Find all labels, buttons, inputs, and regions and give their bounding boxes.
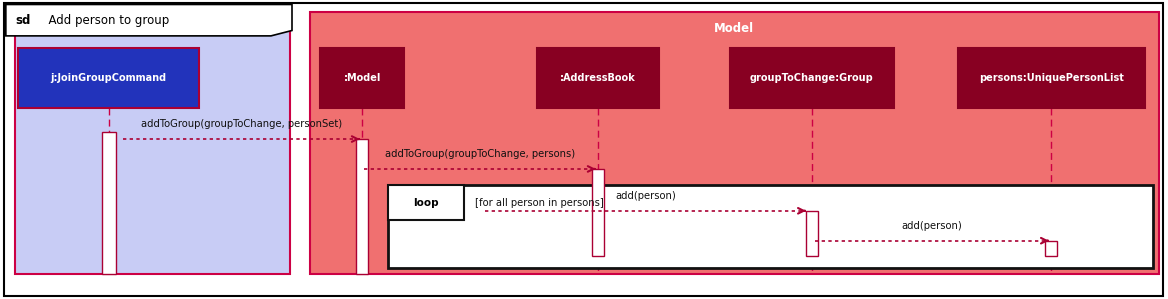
FancyBboxPatch shape <box>592 169 604 256</box>
Text: :AddressBook: :AddressBook <box>561 73 635 83</box>
FancyBboxPatch shape <box>388 185 464 220</box>
FancyBboxPatch shape <box>388 185 1153 268</box>
Text: [for all person in persons]: [for all person in persons] <box>475 198 604 208</box>
FancyBboxPatch shape <box>1045 241 1057 256</box>
Text: add(person): add(person) <box>902 221 962 231</box>
Text: :Model: :Model <box>343 73 381 83</box>
FancyBboxPatch shape <box>537 48 659 108</box>
Text: loop: loop <box>413 198 438 208</box>
Text: persons:UniquePersonList: persons:UniquePersonList <box>979 73 1124 83</box>
FancyBboxPatch shape <box>730 48 894 108</box>
FancyBboxPatch shape <box>356 139 368 274</box>
Text: add(person): add(person) <box>614 191 676 201</box>
Polygon shape <box>6 4 292 36</box>
FancyBboxPatch shape <box>806 211 818 256</box>
Text: sd: sd <box>15 14 30 27</box>
FancyBboxPatch shape <box>15 12 290 274</box>
FancyBboxPatch shape <box>310 12 1159 274</box>
Text: Add person to group: Add person to group <box>41 14 169 27</box>
Text: Model: Model <box>714 22 755 35</box>
Text: addToGroup(groupToChange, personSet): addToGroup(groupToChange, personSet) <box>140 120 342 129</box>
Text: j:JoinGroupCommand: j:JoinGroupCommand <box>50 73 167 83</box>
FancyBboxPatch shape <box>320 48 404 108</box>
FancyBboxPatch shape <box>958 48 1145 108</box>
Text: Logic: Logic <box>135 22 169 35</box>
Text: addToGroup(groupToChange, persons): addToGroup(groupToChange, persons) <box>385 150 575 159</box>
FancyBboxPatch shape <box>18 48 199 108</box>
Text: groupToChange:Group: groupToChange:Group <box>750 73 874 83</box>
FancyBboxPatch shape <box>102 132 116 274</box>
